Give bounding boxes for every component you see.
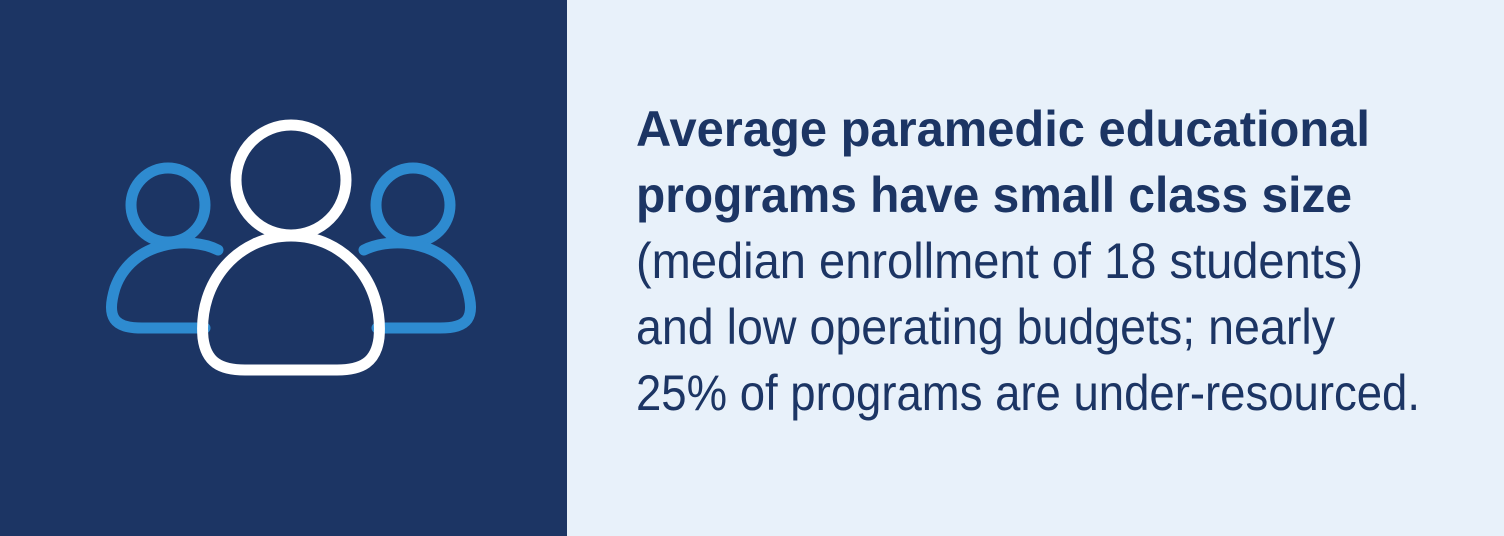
- icon-body-right: [358, 237, 476, 334]
- icon-body-left: [106, 237, 224, 334]
- people-icon: [106, 119, 476, 376]
- body-line: 25% of programs are under-resourced.: [636, 365, 1420, 421]
- headline-line: programs have small class size: [636, 167, 1352, 223]
- body-line: (median enrollment of 18 students): [636, 233, 1363, 289]
- icon-body-center: [197, 230, 385, 376]
- left-panel: [0, 0, 567, 536]
- body-line: and low operating budgets; nearly: [636, 299, 1335, 355]
- headline-line: Average paramedic educational: [636, 101, 1370, 157]
- right-panel: [567, 0, 1504, 536]
